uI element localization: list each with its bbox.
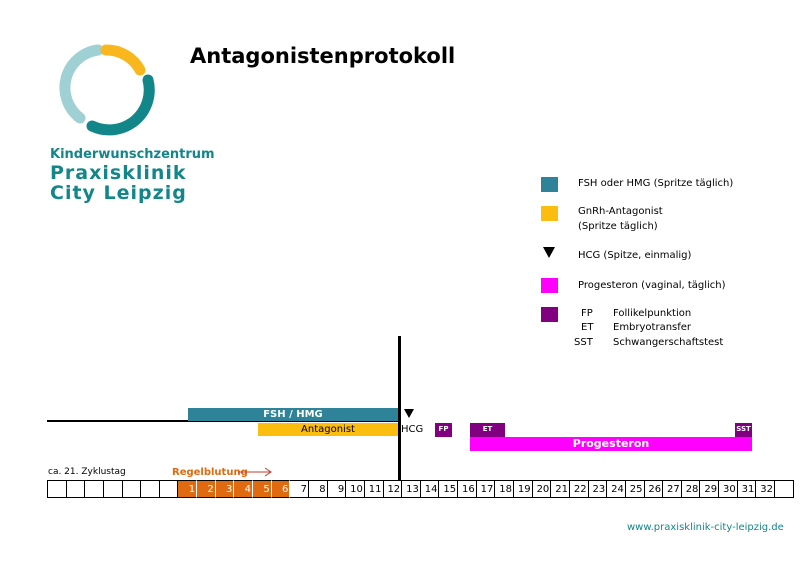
day-cell: 25	[625, 480, 645, 498]
day-cell: 26	[644, 480, 664, 498]
day-cell	[122, 480, 142, 498]
day-cell	[103, 480, 123, 498]
logo-rings-icon	[59, 44, 155, 136]
day-cell: 11	[364, 480, 384, 498]
day-cell	[141, 480, 160, 498]
hcg-line	[398, 336, 401, 480]
legend-fp-abbr: FP	[581, 308, 593, 319]
day-cell: 4	[234, 480, 254, 498]
fsh-bar: FSH / HMG	[188, 408, 398, 421]
logo-line1: Kinderwunschzentrum	[50, 147, 215, 162]
et-marker: ET	[470, 423, 505, 437]
day-cell: 15	[439, 480, 459, 498]
antagonist-bar: Antagonist	[258, 423, 398, 436]
footer-url: www.praxisklinik-city-leipzig.de	[627, 522, 784, 533]
hcg-marker-icon	[404, 409, 414, 418]
legend-progesteron-label: Progesteron (vaginal, täglich)	[578, 280, 726, 291]
legend-progesteron-swatch	[541, 278, 558, 293]
day-cell: 20	[532, 480, 552, 498]
hcg-triangle-icon	[543, 247, 555, 258]
day-cell: 23	[588, 480, 608, 498]
day-cell: 3	[215, 480, 235, 498]
day-cell: 27	[663, 480, 682, 498]
day-cell: 1	[178, 480, 198, 498]
day-cell: 5	[253, 480, 272, 498]
day-cell: 28	[681, 480, 701, 498]
legend-hcg-label: HCG (Spitze, einmalig)	[578, 250, 692, 261]
legend-sst-abbr: SST	[574, 337, 593, 348]
day-cell	[48, 480, 67, 498]
day-cell	[66, 480, 86, 498]
legend-et-abbr: ET	[581, 322, 594, 333]
day-cell: 18	[495, 480, 515, 498]
legend-antagonist-label: GnRh-Antagonist	[578, 206, 663, 217]
legend-fsh-swatch	[541, 177, 558, 192]
day-cell: 17	[476, 480, 496, 498]
day-cell: 22	[569, 480, 589, 498]
legend-antagonist-label2: (Spritze täglich)	[578, 221, 658, 232]
day-cell	[159, 480, 179, 498]
legend-sst-label: Schwangerschaftstest	[613, 337, 724, 348]
day-cell: 24	[607, 480, 626, 498]
day-cell: 8	[308, 480, 328, 498]
progesteron-bar: Progesteron	[470, 437, 752, 451]
day-cell: 13	[402, 480, 421, 498]
day-cell	[85, 480, 104, 498]
legend-fp-label: Follikelpunktion	[613, 308, 692, 319]
sst-marker: SST	[735, 423, 752, 437]
legend-et-label: Embryotransfer	[613, 322, 692, 333]
day-cell: 31	[737, 480, 757, 498]
period-label: Regelblutung	[172, 467, 248, 478]
arrow-right-icon	[238, 467, 272, 477]
baseline	[47, 420, 400, 422]
fp-marker: FP	[435, 423, 452, 437]
hcg-label: HCG	[401, 424, 424, 435]
day-grid: 1 2 3 4 5 6 7 8 9 10 11 12 13 14 15 16 17 18 19 20 21 22 23 24 2…	[47, 480, 794, 498]
day-cell: 21	[551, 480, 570, 498]
day-cell: 6	[271, 480, 291, 498]
day-cell: 29	[700, 480, 720, 498]
day-cell: 30	[719, 480, 738, 498]
day-cell: 12	[383, 480, 403, 498]
legend-events-swatch	[541, 307, 558, 322]
day-cell: 14	[420, 480, 440, 498]
cycle-start-label: ca. 21. Zyklustag	[48, 467, 126, 477]
logo-line3: City Leipzig	[50, 182, 187, 204]
legend-fsh-label: FSH oder HMG (Spritze täglich)	[578, 178, 734, 189]
page-title: Antagonistenprotokoll	[190, 44, 456, 68]
day-cell: 19	[514, 480, 533, 498]
day-cell: 10	[346, 480, 365, 498]
day-cell	[774, 480, 794, 498]
legend-antagonist-swatch	[541, 206, 558, 221]
day-cell: 9	[327, 480, 347, 498]
day-cell: 2	[197, 480, 216, 498]
day-cell: 32	[756, 480, 775, 498]
logo-line2: Praxisklinik	[50, 162, 187, 184]
day-cell: 16	[458, 480, 477, 498]
day-cell: 7	[290, 480, 309, 498]
